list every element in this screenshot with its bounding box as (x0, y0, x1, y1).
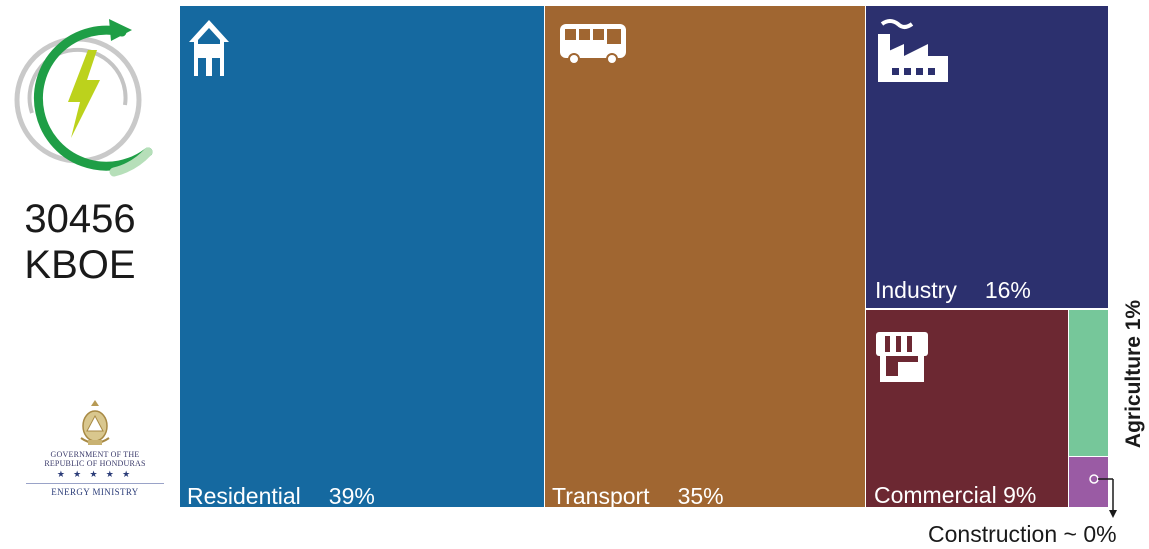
treemap-tile-industry: Industry 16% (866, 6, 1108, 308)
treemap-tile-residential: Residential 39% (180, 6, 544, 509)
government-text: GOVERNMENT OF THE REPUBLIC OF HONDURAS (44, 450, 146, 468)
construction-pointer-marker (1089, 474, 1117, 518)
coat-of-arms-emblem (80, 400, 110, 445)
government-seal: GOVERNMENT OF THE REPUBLIC OF HONDURAS ★… (20, 398, 170, 497)
storefront-icon (876, 332, 928, 382)
tile-name-industry: Industry (875, 277, 957, 303)
factory-icon (878, 19, 948, 82)
total-consumption: 30456 KBOE (0, 196, 160, 288)
tile-value-industry: 16% (984, 277, 1031, 303)
energy-bolt-cycle-icon (14, 19, 153, 177)
tile-value-transport: 35% (677, 483, 724, 509)
stars-row: ★ ★ ★ ★ ★ (56, 469, 134, 479)
total-unit: KBOE (24, 243, 136, 287)
tile-name-residential: Residential (187, 483, 301, 509)
treemap-tile-transport: Transport 35% (545, 6, 865, 509)
tile-name-commercial: Commercial (874, 482, 997, 508)
ministry-name: ENERGY MINISTRY (51, 487, 139, 497)
bus-icon (560, 24, 626, 64)
construction-callout: Construction ~ 0% (928, 521, 1117, 547)
treemap-tile-agriculture (1069, 310, 1108, 456)
house-icon (189, 20, 229, 76)
agriculture-callout: Agriculture 1% (1122, 299, 1145, 449)
tile-value-commercial: 9% (1003, 482, 1037, 508)
seal-divider (26, 483, 164, 484)
total-value: 30456 (24, 197, 136, 241)
tile-name-transport: Transport (552, 483, 650, 509)
treemap-tile-commercial: Commercial 9% (866, 310, 1068, 508)
treemap-tile-construction (1069, 457, 1117, 518)
tile-value-residential: 39% (328, 483, 375, 509)
